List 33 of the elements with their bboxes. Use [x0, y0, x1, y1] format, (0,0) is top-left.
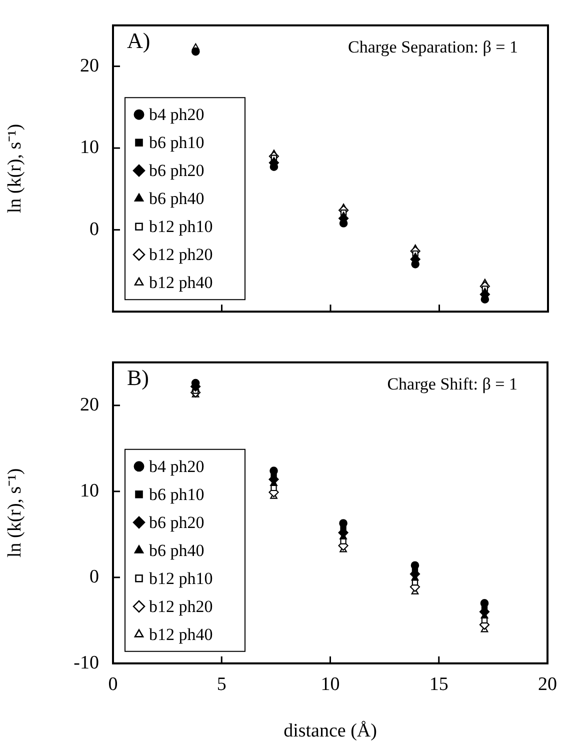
legend-label: b6 ph40 [149, 540, 204, 560]
legend-label: b12 ph10 [149, 217, 213, 236]
legend-label: b12 ph40 [149, 273, 213, 292]
legend-label: b6 ph10 [149, 133, 204, 152]
legend-label: b4 ph20 [149, 456, 204, 476]
y-tick-label: 0 [90, 566, 99, 588]
legend-label: b6 ph10 [149, 484, 204, 504]
y-tick-label: 10 [80, 137, 99, 158]
x-tick-label: 20 [538, 674, 557, 695]
annotation: B) [127, 365, 149, 390]
legend-label: b12 ph20 [149, 596, 213, 616]
y-tick-label: 0 [90, 218, 99, 240]
y-axis-title: ln (k(r), s⁻¹) [4, 124, 26, 214]
legend-label: b6 ph20 [149, 512, 204, 532]
legend-label: b12 ph10 [149, 568, 213, 588]
y-tick-label: -10 [74, 652, 99, 674]
legend-label: b4 ph20 [149, 105, 204, 124]
x-tick-label: 0 [108, 674, 118, 695]
y-tick-label: 10 [80, 480, 99, 502]
x-axis-title: distance (Å) [284, 720, 377, 742]
x-tick-label: 5 [216, 674, 226, 695]
legend-label: b6 ph20 [149, 161, 204, 180]
y-axis-title: ln (k(r), s⁻¹) [4, 468, 26, 558]
annotation: Charge Separation: β = 1 [348, 37, 518, 56]
legend-label: b6 ph40 [149, 189, 204, 208]
legend-label: b12 ph20 [149, 245, 213, 264]
y-tick-label: 20 [80, 55, 99, 76]
legend-label: b12 ph40 [149, 624, 213, 644]
y-tick-label: 20 [80, 394, 99, 416]
annotation: Charge Shift: β = 1 [387, 374, 518, 394]
annotation: A) [127, 28, 150, 54]
x-tick-label: 15 [429, 674, 448, 695]
x-tick-label: 10 [320, 674, 340, 695]
